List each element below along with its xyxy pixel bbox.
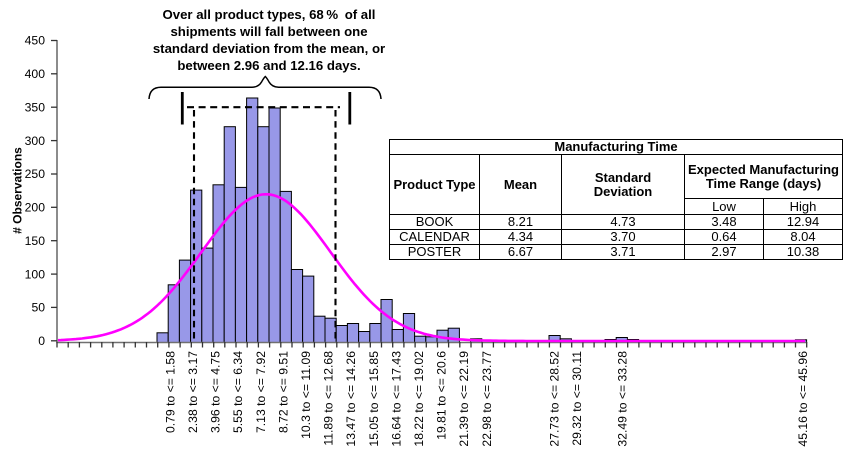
svg-text:29.32 to <= 30.11: 29.32 to <= 30.11 [570, 351, 584, 446]
svg-text:50: 50 [31, 301, 45, 315]
svg-text:2.38 to <= 3.17: 2.38 to <= 3.17 [186, 351, 200, 433]
svg-text:450: 450 [25, 34, 46, 48]
svg-text:150: 150 [25, 234, 46, 248]
svg-text:100: 100 [25, 267, 46, 281]
svg-text:16.64 to <= 17.43: 16.64 to <= 17.43 [389, 351, 403, 447]
svg-text:8.72 to <= 9.51: 8.72 to <= 9.51 [276, 351, 290, 433]
svg-text:10.3 to <= 11.09: 10.3 to <= 11.09 [299, 351, 313, 439]
svg-text:300: 300 [25, 134, 46, 148]
svg-text:18.22 to <= 19.02: 18.22 to <= 19.02 [412, 351, 426, 447]
svg-text:0.79 to <= 1.58: 0.79 to <= 1.58 [163, 351, 177, 433]
svg-text:15.05 to <= 15.85: 15.05 to <= 15.85 [367, 351, 381, 447]
svg-text:45.16 to <= 45.96: 45.16 to <= 45.96 [796, 351, 810, 447]
svg-text:350: 350 [25, 100, 46, 114]
svg-text:# Observations: # Observations [10, 147, 24, 234]
svg-text:32.49 to <= 33.28: 32.49 to <= 33.28 [615, 351, 629, 447]
svg-text:400: 400 [25, 67, 46, 81]
svg-text:27.73 to <= 28.52: 27.73 to <= 28.52 [548, 351, 562, 447]
svg-text:11.89 to <= 12.68: 11.89 to <= 12.68 [322, 351, 336, 446]
svg-text:19.81 to <= 20.6: 19.81 to <= 20.6 [435, 351, 449, 440]
svg-text:5.55 to <= 6.34: 5.55 to <= 6.34 [231, 351, 245, 433]
svg-text:250: 250 [25, 167, 46, 181]
svg-text:0: 0 [38, 334, 45, 348]
svg-text:7.13 to <= 7.92: 7.13 to <= 7.92 [254, 351, 268, 433]
svg-text:13.47 to <= 14.26: 13.47 to <= 14.26 [344, 351, 358, 447]
svg-text:21.39 to <= 22.19: 21.39 to <= 22.19 [457, 351, 471, 447]
svg-text:3.96 to <= 4.75: 3.96 to <= 4.75 [209, 351, 223, 433]
svg-text:22.98 to <= 23.77: 22.98 to <= 23.77 [480, 351, 494, 447]
svg-text:200: 200 [25, 201, 46, 215]
